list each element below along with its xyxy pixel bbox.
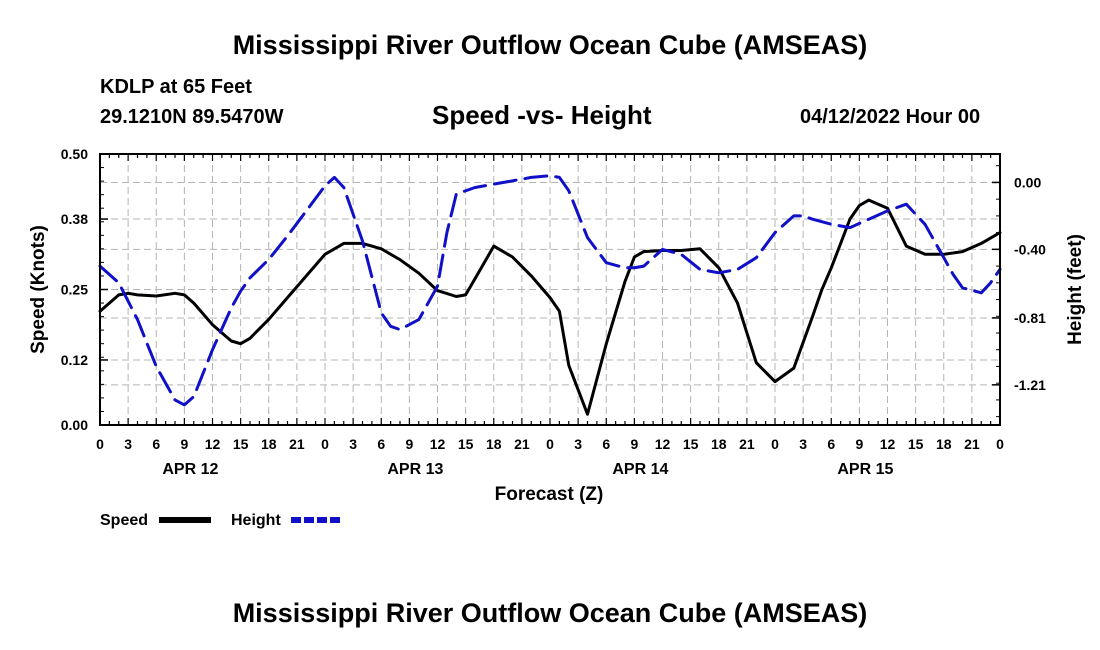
x-tick-label: 6 bbox=[152, 436, 160, 452]
y-tick-label: 0.25 bbox=[61, 282, 88, 298]
y-axis-title: Speed (Knots) bbox=[28, 225, 49, 354]
x-tick-label: 9 bbox=[180, 436, 188, 452]
y2-tick-label: -0.40 bbox=[1014, 241, 1046, 257]
x-tick-label: 18 bbox=[936, 436, 952, 452]
axes: 0 3 6 9 12 15 18 21 0 3 6 9 12 15 18 21 0 3 6 9 12 15 18 21 0 3 6 9… bbox=[28, 146, 1086, 505]
x-tick-label: 9 bbox=[405, 436, 413, 452]
y2-axis-title: Height (feet) bbox=[1065, 234, 1086, 345]
x-tick-label: 0 bbox=[321, 436, 329, 452]
x-tick-label: 3 bbox=[124, 436, 132, 452]
date-label: APR 13 bbox=[387, 461, 443, 478]
x-tick-label: 18 bbox=[261, 436, 277, 452]
x-tick-label: 12 bbox=[430, 436, 446, 452]
x-tick-label: 12 bbox=[655, 436, 671, 452]
x-tick-label: 3 bbox=[574, 436, 582, 452]
x-tick-label: 12 bbox=[880, 436, 896, 452]
legend-label-speed: Speed bbox=[100, 512, 148, 529]
x-tick-label: 9 bbox=[630, 436, 638, 452]
forecast-datetime: 04/12/2022 Hour 00 bbox=[800, 106, 981, 128]
y-tick-label: 0.00 bbox=[61, 417, 88, 433]
x-tick-label: 18 bbox=[711, 436, 727, 452]
date-label: APR 15 bbox=[837, 461, 893, 478]
y-tick-label: 0.12 bbox=[61, 352, 88, 368]
x-tick-label: 6 bbox=[827, 436, 835, 452]
x-tick-label: 0 bbox=[771, 436, 779, 452]
y-tick-label: 0.50 bbox=[61, 146, 88, 162]
x-tick-label: 21 bbox=[739, 436, 755, 452]
x-tick-label: 6 bbox=[602, 436, 610, 452]
x-tick-label: 0 bbox=[996, 436, 1004, 452]
y-tick-label: 0.38 bbox=[61, 211, 88, 227]
chart-title: Mississippi River Outflow Ocean Cube (AM… bbox=[232, 30, 868, 60]
y2-tick-label: -0.81 bbox=[1014, 310, 1046, 326]
x-tick-label: 21 bbox=[964, 436, 980, 452]
x-tick-label: 6 bbox=[377, 436, 385, 452]
x-tick-label: 21 bbox=[514, 436, 530, 452]
legend: Speed Height bbox=[100, 512, 343, 529]
station-coordinates: 29.1210N 89.5470W bbox=[100, 106, 284, 128]
height-series-line bbox=[98, 174, 1002, 407]
y2-tick-label: -1.21 bbox=[1014, 377, 1046, 393]
x-tick-label: 0 bbox=[546, 436, 554, 452]
x-tick-label: 3 bbox=[349, 436, 357, 452]
legend-label-height: Height bbox=[231, 512, 281, 529]
x-tick-label: 15 bbox=[458, 436, 474, 452]
x-tick-label: 0 bbox=[96, 436, 104, 452]
x-tick-label: 15 bbox=[908, 436, 924, 452]
x-tick-label: 9 bbox=[855, 436, 863, 452]
chart-subtitle: Speed -vs- Height bbox=[432, 100, 652, 130]
speed-series-line bbox=[98, 198, 1002, 416]
date-label: APR 12 bbox=[162, 461, 218, 478]
x-tick-label: 18 bbox=[486, 436, 502, 452]
date-label: APR 14 bbox=[612, 461, 668, 478]
speed-height-chart: 0 3 6 9 12 15 18 21 0 3 6 9 12 15 18 21 0 3 6 9 12 15 18 21 0 3 6 9… bbox=[28, 146, 1086, 529]
grid bbox=[100, 154, 1000, 425]
x-tick-label: 15 bbox=[683, 436, 699, 452]
x-tick-label: 21 bbox=[289, 436, 305, 452]
footer-title: Mississippi River Outflow Ocean Cube (AM… bbox=[232, 598, 868, 628]
x-tick-label: 3 bbox=[799, 436, 807, 452]
series-layer bbox=[98, 174, 1002, 416]
x-axis-title: Forecast (Z) bbox=[495, 484, 604, 505]
station-label: KDLP at 65 Feet bbox=[100, 76, 252, 98]
y2-tick-label: 0.00 bbox=[1014, 174, 1041, 190]
x-tick-label: 12 bbox=[205, 436, 221, 452]
x-tick-label: 15 bbox=[233, 436, 249, 452]
